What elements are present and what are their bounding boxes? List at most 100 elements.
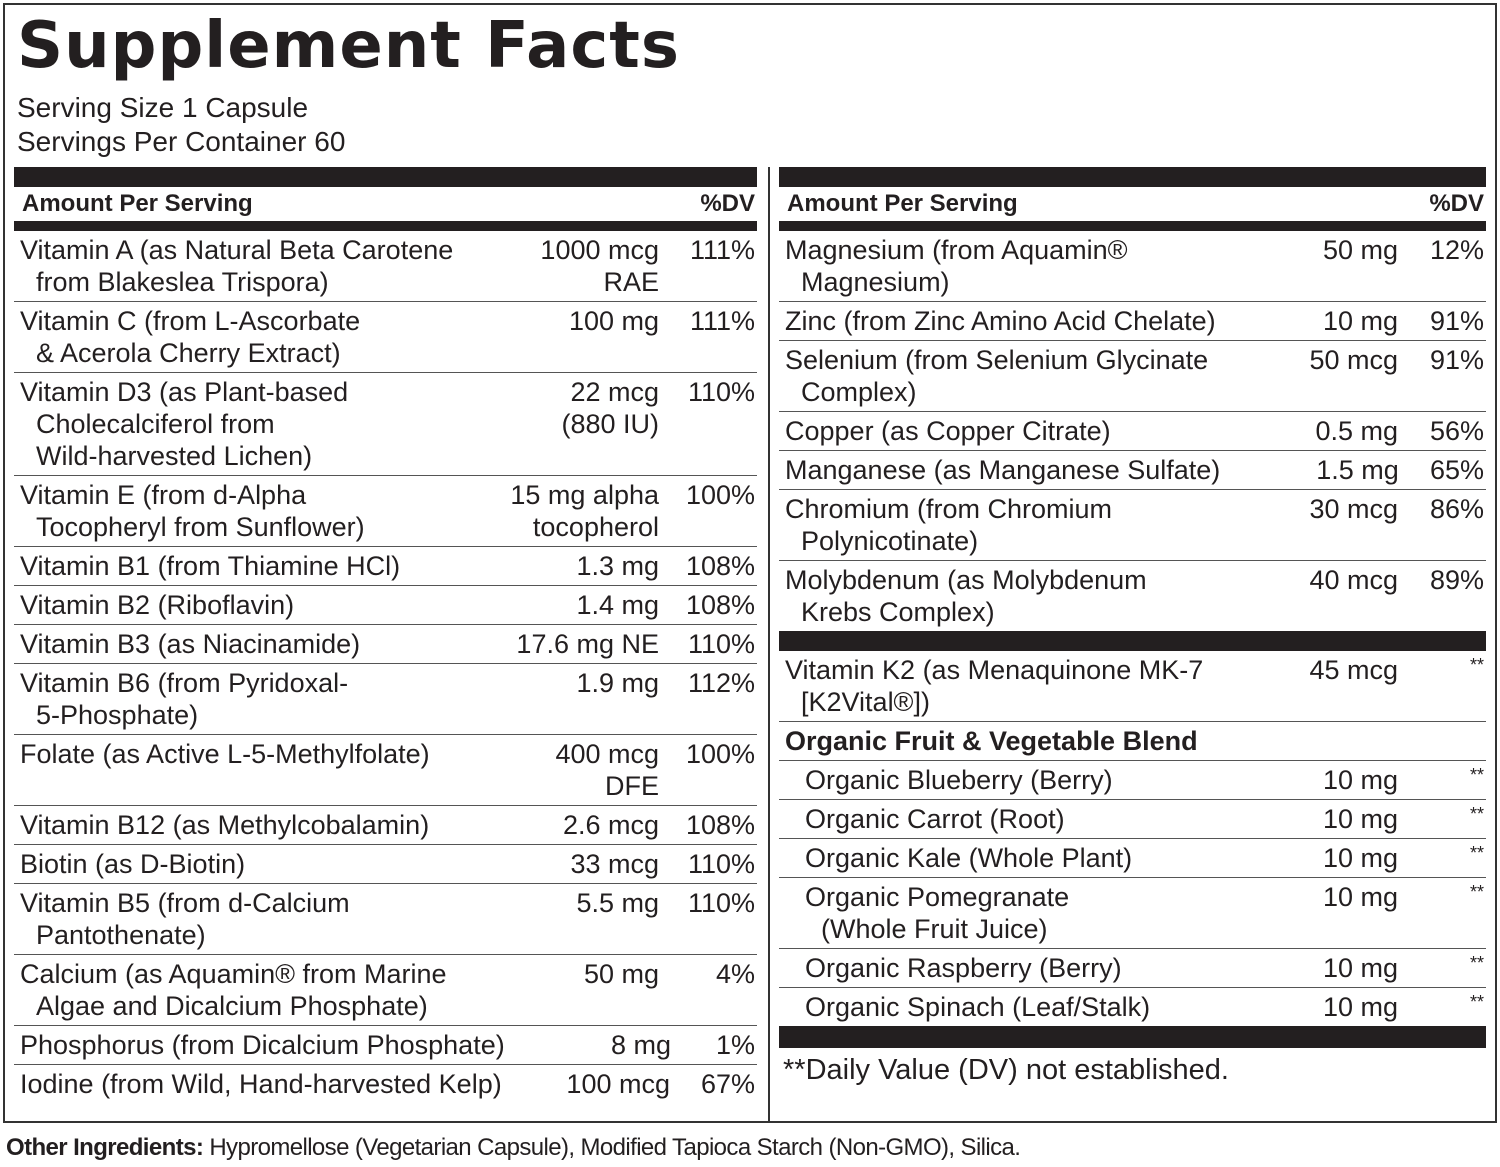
daily-value: 108% — [685, 590, 755, 620]
amount: 30 mcg — [1218, 493, 1398, 557]
nutrient-name: Organic Carrot (Root) — [805, 803, 1218, 835]
blend-row: Organic Blueberry (Berry) 10 mg ** — [779, 761, 1486, 800]
daily-value: 65% — [1429, 455, 1484, 485]
column-header: Amount Per Serving %DV — [14, 187, 757, 221]
name-line: Calcium (as Aquamin® from Marine — [20, 959, 447, 989]
amount-line: 10 mg — [1322, 882, 1398, 912]
name-line: Manganese (as Manganese Sulfate) — [785, 455, 1221, 485]
amount: 10 mg — [1218, 952, 1398, 984]
name-line: Vitamin B3 (as Niacinamide) — [20, 629, 361, 659]
name-line: from Blakeslea Trispora) — [36, 267, 329, 297]
daily-value: 91% — [1429, 345, 1484, 375]
daily-value: 100% — [685, 480, 755, 510]
nutrient-row: Vitamin E (from d-Alpha Tocopheryl from S… — [14, 476, 757, 547]
rule-bar — [14, 167, 757, 187]
nutrient-name: Vitamin B12 (as Methylcobalamin) — [20, 809, 469, 841]
nutrient-name: Organic Raspberry (Berry) — [805, 952, 1218, 984]
name-line: Chromium (from Chromium — [785, 494, 1113, 524]
amount-line: 2.6 mcg — [562, 810, 659, 840]
name-line: Organic Pomegranate — [805, 882, 1070, 912]
nutrient-name: Magnesium (from Aquamin® Magnesium) — [785, 234, 1218, 298]
daily-value: 91% — [1429, 306, 1484, 336]
amount-line: 10 mg — [1322, 953, 1398, 983]
amount-line: 50 mcg — [1309, 345, 1398, 375]
nutrient-row: Vitamin K2 (as Menaquinone MK-7 [K2Vital®… — [779, 651, 1486, 722]
name-line: Cholecalciferol from — [36, 409, 275, 439]
nutrient-name: Vitamin B1 (from Thiamine HCl) — [20, 550, 469, 582]
amount: 8 mg — [505, 1029, 671, 1061]
daily-value: 56% — [1429, 416, 1484, 446]
blend-row: Organic Spinach (Leaf/Stalk) 10 mg ** — [779, 988, 1486, 1026]
right-panel: Amount Per Serving %DV Magnesium (from Aqu… — [779, 167, 1486, 1093]
blend-title: Organic Fruit & Vegetable Blend — [779, 722, 1486, 761]
nutrient-row: Biotin (as D-Biotin) 33 mcg 110% — [14, 845, 757, 884]
daily-value: ** — [1469, 882, 1484, 902]
name-line: Vitamin B6 (from Pyridoxal- — [20, 668, 349, 698]
nutrient-name: Vitamin K2 (as Menaquinone MK-7 [K2Vital®… — [785, 654, 1218, 718]
amount: 1.5 mg — [1220, 454, 1399, 486]
amount-line: 1000 mcg — [540, 235, 659, 265]
name-line: Wild-harvested Lichen) — [36, 441, 313, 471]
nutrient-row: Calcium (as Aquamin® from Marine Algae an… — [14, 955, 757, 1026]
nutrient-name: Vitamin D3 (as Plant-based Cholecalcifero… — [20, 376, 469, 472]
amount-line: (880 IU) — [561, 409, 659, 439]
amount-line: RAE — [603, 267, 659, 297]
amount-line: 50 mg — [583, 959, 659, 989]
amount: 10 mg — [1218, 764, 1398, 796]
name-line: Folate (as Active L-5-Methylfolate) — [20, 739, 430, 769]
amount-header: Amount Per Serving — [787, 190, 1018, 217]
name-line: Organic Carrot (Root) — [805, 804, 1065, 834]
amount: 400 mcg DFE — [469, 738, 659, 802]
amount-line: 10 mg — [1322, 765, 1398, 795]
name-line: Magnesium (from Aquamin® — [785, 235, 1128, 265]
rule-bar — [14, 221, 757, 231]
nutrient-row: Manganese (as Manganese Sulfate) 1.5 mg 65… — [779, 451, 1486, 490]
nutrient-row: Magnesium (from Aquamin® Magnesium) 50 mg 1… — [779, 231, 1486, 302]
amount: 1.3 mg — [469, 550, 659, 582]
column-divider — [768, 167, 770, 1123]
name-line: Phosphorus (from Dicalcium Phosphate) — [20, 1030, 505, 1060]
name-line: Selenium (from Selenium Glycinate — [785, 345, 1209, 375]
amount: 50 mcg — [1218, 344, 1398, 408]
nutrient-row: Selenium (from Selenium Glycinate Complex… — [779, 341, 1486, 412]
name-line: Vitamin D3 (as Plant-based — [20, 377, 349, 407]
nutrient-name: Chromium (from Chromium Polynicotinate) — [785, 493, 1218, 557]
daily-value: 108% — [685, 810, 755, 840]
nutrient-name: Vitamin B3 (as Niacinamide) — [20, 628, 469, 660]
name-line: Copper (as Copper Citrate) — [785, 416, 1111, 446]
nutrient-name: Folate (as Active L-5-Methylfolate) — [20, 738, 469, 802]
amount-line: 50 mg — [1322, 235, 1398, 265]
name-line: Molybdenum (as Molybdenum — [785, 565, 1147, 595]
amount: 0.5 mg — [1218, 415, 1398, 447]
daily-value: ** — [1469, 953, 1484, 973]
nutrient-name: Vitamin B6 (from Pyridoxal- 5-Phosphate) — [20, 667, 469, 731]
nutrient-name: Organic Blueberry (Berry) — [805, 764, 1218, 796]
name-line: Magnesium) — [801, 267, 950, 297]
nutrient-name: Iodine (from Wild, Hand-harvested Kelp) — [20, 1068, 502, 1100]
daily-value: 108% — [685, 551, 755, 581]
column-header: Amount Per Serving %DV — [779, 187, 1486, 221]
amount-line: 100 mg — [568, 306, 659, 336]
name-line: Vitamin B5 (from d-Calcium — [20, 888, 350, 918]
amount: 10 mg — [1218, 881, 1398, 945]
name-line: Krebs Complex) — [801, 597, 995, 627]
amount: 10 mg — [1218, 991, 1398, 1023]
daily-value: 89% — [1429, 565, 1484, 595]
amount-line: 45 mcg — [1309, 655, 1398, 685]
nutrient-name: Molybdenum (as Molybdenum Krebs Complex) — [785, 564, 1218, 628]
amount-line: 10 mg — [1322, 843, 1398, 873]
nutrient-row: Phosphorus (from Dicalcium Phosphate) 8 m… — [14, 1026, 757, 1065]
name-line: Vitamin C (from L-Ascorbate — [20, 306, 361, 336]
serving-size: Serving Size 1 Capsule — [17, 92, 309, 123]
daily-value: 12% — [1429, 235, 1484, 265]
amount-line: 0.5 mg — [1315, 416, 1398, 446]
rule-bar — [779, 167, 1486, 187]
blend-row: Organic Carrot (Root) 10 mg ** — [779, 800, 1486, 839]
amount-line: 1.3 mg — [576, 551, 659, 581]
nutrient-row: Zinc (from Zinc Amino Acid Chelate) 10 mg… — [779, 302, 1486, 341]
dv-header: %DV — [700, 190, 755, 217]
title: Supplement Facts — [17, 9, 680, 83]
amount-line: 15 mg alpha — [510, 480, 659, 510]
nutrient-row: Molybdenum (as Molybdenum Krebs Complex) 4… — [779, 561, 1486, 631]
nutrient-name: Selenium (from Selenium Glycinate Complex… — [785, 344, 1218, 408]
